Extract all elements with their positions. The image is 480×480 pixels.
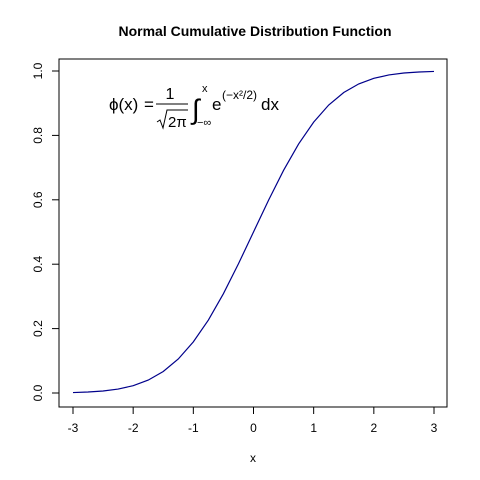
cdf-line [72, 70, 435, 394]
x-tick-label: 3 [431, 421, 438, 435]
x-axis: -3 -2 -1 0 1 2 3 [68, 407, 438, 435]
formula-integral: ∫ [190, 94, 202, 125]
x-tick-label: 1 [310, 421, 317, 435]
x-tick-label: 0 [250, 421, 257, 435]
y-tick-label: 0.6 [31, 191, 45, 208]
formula-dx: dx [261, 95, 279, 114]
formula-annotation: ϕ(x) = 1 2π ∫ x −∞ e (−x²/2) dx [109, 83, 279, 131]
x-tick-label: -1 [188, 421, 199, 435]
y-tick-label: 0.2 [31, 320, 45, 337]
x-tick-label: -3 [68, 421, 79, 435]
formula-equals: = [144, 95, 154, 114]
formula-upper-limit: x [202, 83, 208, 95]
y-axis: 0.0 0.2 0.4 0.6 0.8 1.0 [31, 62, 59, 401]
x-tick-label: 2 [370, 421, 377, 435]
chart-title: Normal Cumulative Distribution Function [118, 23, 391, 39]
formula-phi: ϕ(x) [109, 95, 138, 114]
formula-lower-limit: −∞ [197, 117, 211, 129]
formula-e: e [212, 95, 221, 114]
x-tick-label: -2 [128, 421, 139, 435]
formula-denominator: 2π [168, 114, 187, 131]
y-tick-label: 0.4 [31, 256, 45, 273]
formula-sqrt-sign [156, 109, 188, 130]
x-axis-label: x [250, 451, 256, 465]
y-tick-label: 0.0 [31, 384, 45, 401]
formula-numerator: 1 [166, 86, 175, 103]
y-tick-label: 1.0 [31, 62, 45, 79]
formula-exponent: (−x²/2) [222, 88, 257, 102]
y-tick-label: 0.8 [31, 127, 45, 144]
